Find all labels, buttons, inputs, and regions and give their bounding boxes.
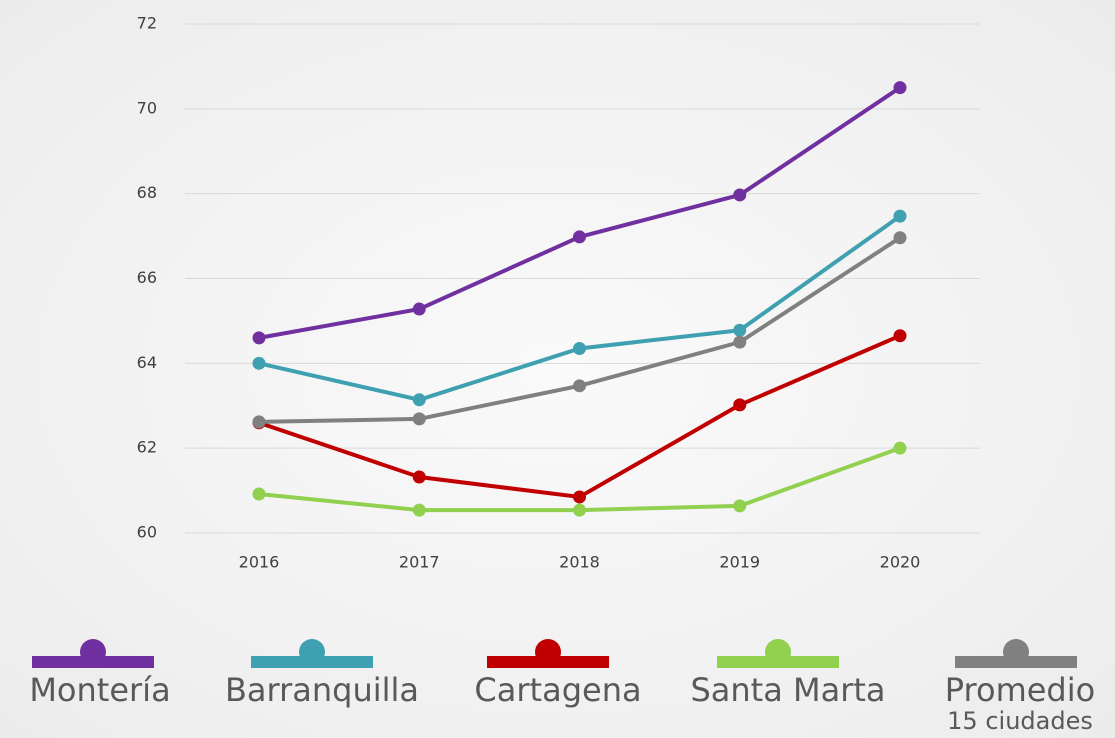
legend-label: Promedio xyxy=(945,671,1095,709)
x-tick-label: 2020 xyxy=(880,553,921,572)
legend-label: Montería xyxy=(29,671,170,709)
data-point xyxy=(252,331,266,345)
legend-marker xyxy=(487,656,609,668)
y-tick-label: 60 xyxy=(137,523,157,542)
data-point xyxy=(893,441,907,455)
x-tick-label: 2019 xyxy=(719,553,760,572)
y-tick-label: 72 xyxy=(137,14,157,33)
data-point xyxy=(733,398,747,412)
data-point xyxy=(733,499,747,513)
data-point xyxy=(893,231,907,245)
data-point xyxy=(893,81,907,95)
x-tick-label: 2016 xyxy=(239,553,280,572)
data-point xyxy=(733,323,747,337)
data-point xyxy=(252,487,266,501)
y-tick-label: 68 xyxy=(137,183,157,202)
data-point xyxy=(573,490,586,504)
data-point xyxy=(573,379,586,393)
series-line xyxy=(258,214,902,402)
data-point xyxy=(573,341,586,355)
data-point xyxy=(412,393,426,407)
legend-note: 15 ciudades xyxy=(947,707,1093,735)
series-line xyxy=(258,333,901,499)
data-point xyxy=(412,503,426,517)
data-point xyxy=(733,188,747,202)
data-point xyxy=(573,503,586,517)
data-point xyxy=(412,412,426,426)
legend-marker xyxy=(32,656,154,668)
y-tick-label: 64 xyxy=(137,353,157,372)
data-point xyxy=(893,329,907,343)
y-tick-label: 66 xyxy=(137,268,157,287)
legend-label: Cartagena xyxy=(474,671,641,709)
data-point xyxy=(733,335,747,349)
legend-marker xyxy=(717,656,839,668)
legend-marker xyxy=(251,656,373,668)
x-tick-label: 2018 xyxy=(559,553,600,572)
y-tick-label: 70 xyxy=(137,98,157,117)
data-point xyxy=(412,470,426,484)
x-tick-label: 2017 xyxy=(399,553,440,572)
data-point xyxy=(573,230,586,244)
data-point xyxy=(252,415,266,429)
data-point xyxy=(252,356,266,370)
legend-label: Barranquilla xyxy=(225,671,419,709)
legend-label: Santa Marta xyxy=(690,671,885,709)
data-point xyxy=(412,302,426,316)
data-point xyxy=(893,209,907,223)
y-tick-label: 62 xyxy=(137,438,157,457)
legend-marker xyxy=(955,656,1077,668)
series-line xyxy=(258,236,902,424)
